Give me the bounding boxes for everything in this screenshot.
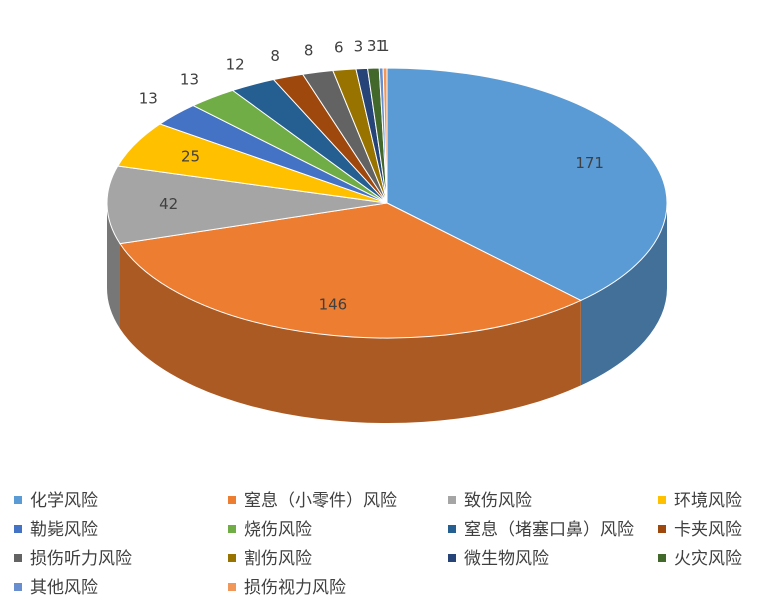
slice: [386, 67, 668, 301]
legend-label: 损伤视力风险: [244, 578, 346, 598]
data-label: 1: [376, 37, 386, 55]
data-label: 3: [354, 38, 364, 56]
data-label: 13: [180, 70, 199, 88]
data-label: 8: [270, 47, 280, 65]
legend-marker: [228, 583, 236, 591]
data-label: 13: [139, 89, 158, 107]
legend-marker: [658, 525, 666, 533]
legend-label: 卡夹风险: [674, 520, 742, 540]
legend-label: 割伤风险: [244, 549, 312, 569]
data-label: 146: [319, 296, 348, 314]
legend-marker: [658, 554, 666, 562]
legend-label: 窒息（堵塞口鼻）风险: [464, 520, 634, 540]
slice-side: [119, 243, 581, 423]
data-label: 8: [304, 42, 314, 60]
slice-side: [580, 203, 667, 386]
legend-label: 火灾风险: [674, 549, 742, 569]
slice-side: [107, 203, 120, 329]
data-label: 171: [575, 154, 604, 172]
legend-label: 化学风险: [30, 491, 98, 511]
data-label: 12: [226, 56, 245, 74]
legend-marker: [228, 554, 236, 562]
data-label: 42: [159, 195, 178, 213]
legend-marker: [228, 525, 236, 533]
slice: [119, 202, 582, 339]
legend-label: 窒息（小零件）风险: [244, 491, 397, 511]
slice: [106, 165, 388, 245]
legend-marker: [14, 525, 22, 533]
legend-label: 损伤听力风险: [30, 549, 132, 569]
legend-marker: [448, 525, 456, 533]
legend-marker: [14, 496, 22, 504]
data-label: 6: [334, 39, 344, 57]
legend-marker: [14, 583, 22, 591]
data-label: 1: [380, 37, 390, 55]
legend-label: 微生物风险: [464, 549, 549, 569]
legend-marker: [448, 496, 456, 504]
legend-marker: [658, 496, 666, 504]
legend-label: 环境风险: [674, 491, 742, 511]
legend-label: 勒毙风险: [30, 520, 98, 540]
legend-label: 其他风险: [30, 578, 98, 598]
legend-label: 烧伤风险: [244, 520, 312, 540]
legend-label: 致伤风险: [464, 491, 532, 511]
legend-marker: [228, 496, 236, 504]
data-label: 25: [181, 148, 200, 166]
slice: [382, 67, 388, 204]
legend-marker: [14, 554, 22, 562]
data-label: 3: [367, 37, 377, 55]
legend-marker: [448, 554, 456, 562]
